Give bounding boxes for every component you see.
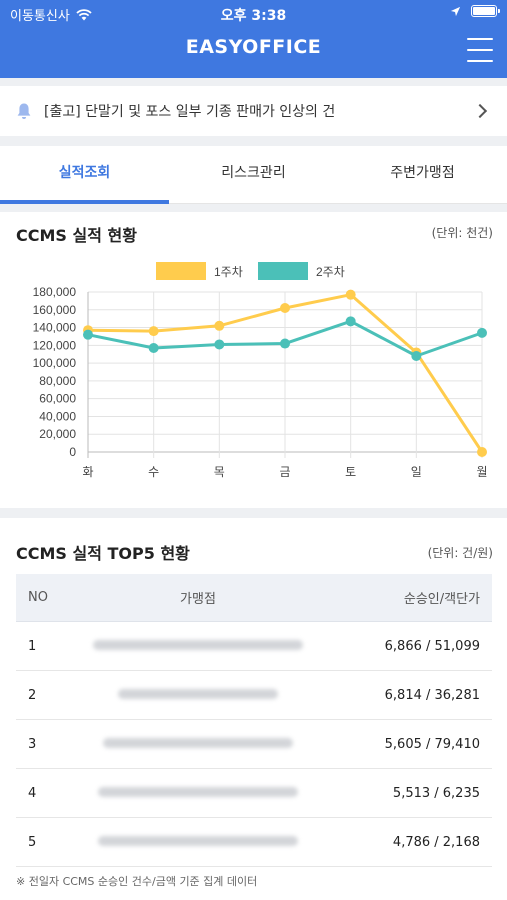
row-value: 5,605 / 79,410 <box>384 736 480 752</box>
status-time: 오후 3:38 <box>220 8 287 24</box>
status-bar: 이동통신사 오후 3:38 <box>0 0 507 26</box>
data-point <box>83 329 93 340</box>
header-value: 순승인/객단가 <box>403 592 480 607</box>
data-point <box>411 351 422 361</box>
y-tick-label: 80,000 <box>39 374 76 388</box>
header-no: NO <box>28 590 48 605</box>
merchant-name-redacted <box>64 835 332 850</box>
y-tick-label: 100,000 <box>33 356 77 370</box>
ccms-top5-card: CCMS 실적 TOP5 현황 (단위: 건/원) NO 가맹점 순승인/객단가… <box>0 518 507 900</box>
row-no: 5 <box>28 834 37 850</box>
location-arrow-icon <box>450 6 461 16</box>
x-tick-label: 금 <box>279 465 290 479</box>
app-title: EASYOFFICE <box>185 36 322 58</box>
x-tick-label: 목 <box>214 465 225 479</box>
row-no: 3 <box>28 736 37 752</box>
notice-banner[interactable]: [출고] 단말기 및 포스 일부 기종 판매가 인상의 건 <box>0 86 507 136</box>
table-row[interactable]: 4 5,513 / 6,235 <box>16 769 492 818</box>
chart-card-title: CCMS 실적 현황 <box>16 226 137 245</box>
status-left: 이동통신사 <box>10 5 92 24</box>
tab-performance[interactable]: 실적조회 <box>0 146 169 204</box>
y-tick-label: 160,000 <box>33 303 77 317</box>
y-tick-label: 120,000 <box>33 338 77 352</box>
row-no: 2 <box>28 687 37 703</box>
header-merchant: 가맹점 <box>180 592 216 607</box>
footnote: ※ 전일자 CCMS 순승인 건수/금액 기준 집계 데이터 <box>16 875 258 888</box>
y-tick-label: 20,000 <box>39 427 76 441</box>
ccms-performance-card: 0 20,000 40,000 60,000 80,000 100,000 120,000 1… <box>0 212 507 508</box>
merchant-name-redacted <box>64 639 332 654</box>
hamburger-menu-icon[interactable] <box>467 38 493 62</box>
tab-risk-management[interactable]: 리스크관리 <box>221 165 286 181</box>
merchant-name-redacted <box>64 786 332 801</box>
row-no: 4 <box>28 785 37 801</box>
legend-label: 1주차 <box>214 265 243 279</box>
table-row[interactable]: 1 6,866 / 51,099 <box>16 622 492 671</box>
data-point <box>280 303 290 313</box>
legend-label: 2주차 <box>316 265 345 279</box>
chart-card-unit: (단위: 천건) <box>431 226 493 240</box>
ccms-line-chart: 0 20,000 40,000 60,000 80,000 100,000 120,000 1… <box>33 262 488 479</box>
data-point <box>345 289 356 300</box>
status-right <box>450 5 500 17</box>
top5-card-unit: (단위: 건/원) <box>427 546 493 560</box>
row-value: 4,786 / 2,168 <box>392 834 480 850</box>
y-tick-label: 0 <box>69 445 76 459</box>
y-tick-label: 140,000 <box>33 321 77 335</box>
merchant-name-redacted <box>64 737 332 752</box>
row-no: 1 <box>28 638 37 654</box>
top5-card-title: CCMS 실적 TOP5 현황 <box>16 544 190 563</box>
data-point <box>148 343 159 353</box>
x-tick-label: 일 <box>411 465 422 479</box>
row-value: 6,866 / 51,099 <box>384 638 480 654</box>
battery-icon <box>471 5 500 17</box>
carrier-label: 이동통신사 <box>10 9 70 24</box>
top5-table: NO 가맹점 순승인/객단가 1 6,866 / 51,099 2 6,814 … <box>16 574 492 867</box>
data-point <box>214 320 225 331</box>
legend-swatch <box>156 262 206 280</box>
y-tick-label: 40,000 <box>39 409 76 423</box>
wifi-icon <box>76 8 92 20</box>
data-point <box>148 326 159 337</box>
row-value: 6,814 / 36,281 <box>384 687 480 703</box>
row-value: 5,513 / 6,235 <box>392 785 480 801</box>
y-tick-label: 180,000 <box>33 285 77 299</box>
tab-bar: 실적조회 리스크관리 주변가맹점 <box>0 146 507 204</box>
y-tick-label: 60,000 <box>39 392 76 406</box>
data-point <box>345 316 356 327</box>
x-tick-label: 화 <box>82 465 93 479</box>
x-tick-label: 월 <box>476 465 487 479</box>
tab-nearby-merchants[interactable]: 주변가맹점 <box>390 165 455 181</box>
data-point <box>477 447 487 457</box>
data-point <box>280 338 290 349</box>
data-point <box>214 339 225 350</box>
table-header: NO 가맹점 순승인/객단가 <box>16 574 492 622</box>
chevron-right-icon <box>472 103 488 119</box>
x-tick-label: 수 <box>148 465 159 479</box>
bell-icon <box>17 103 31 119</box>
notice-text: [출고] 단말기 및 포스 일부 기종 판매가 인상의 건 <box>44 104 336 120</box>
table-row[interactable]: 2 6,814 / 36,281 <box>16 671 492 720</box>
table-row[interactable]: 3 5,605 / 79,410 <box>16 720 492 769</box>
data-point <box>477 327 487 338</box>
table-row[interactable]: 5 4,786 / 2,168 <box>16 818 492 867</box>
app-header: 이동통신사 오후 3:38 EASYOFFICE <box>0 0 507 78</box>
legend-swatch <box>258 262 308 280</box>
x-tick-label: 토 <box>345 465 356 479</box>
merchant-name-redacted <box>64 688 332 703</box>
